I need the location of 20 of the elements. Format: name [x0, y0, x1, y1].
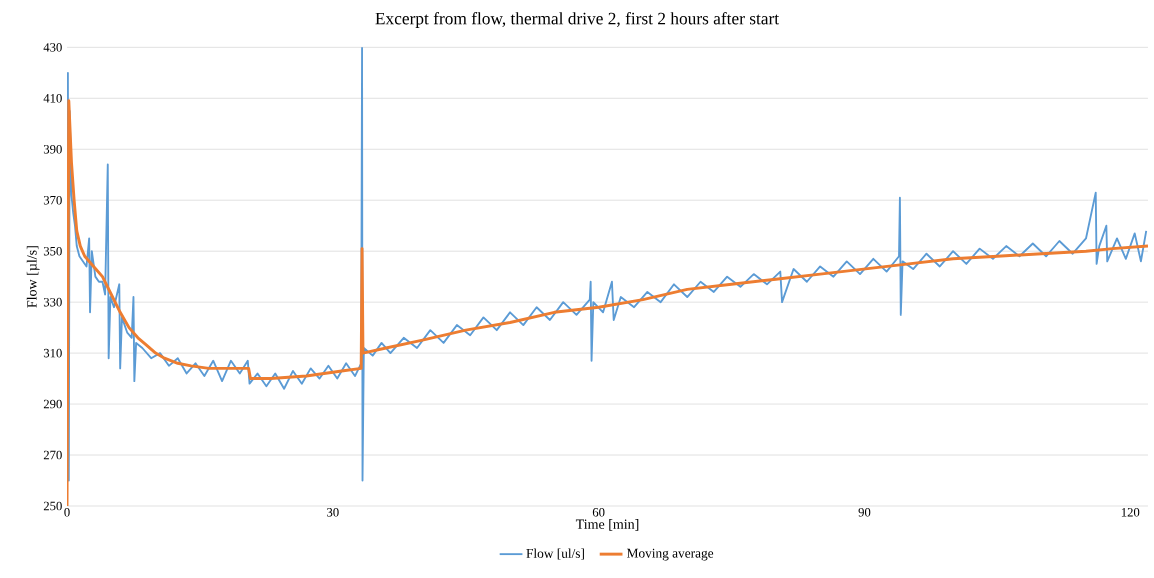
- y-tick-label: 310: [43, 348, 62, 358]
- x-tick-label: 60: [592, 508, 605, 517]
- y-tick-label: 390: [43, 144, 62, 154]
- x-tick-label: 0: [64, 508, 70, 517]
- y-axis-title: Flow [µl/s]: [26, 246, 40, 308]
- y-tick-label: 330: [43, 297, 62, 307]
- y-tick-label: 350: [43, 246, 62, 256]
- y-tick-label: 430: [43, 43, 62, 52]
- x-tick-label: 120: [1121, 508, 1140, 517]
- y-tick-label: 410: [43, 94, 62, 103]
- y-tick-label: 290: [43, 399, 62, 409]
- x-axis-title: Time [min]: [575, 519, 639, 531]
- x-tick-label: 90: [858, 508, 871, 517]
- legend-label: Moving average: [626, 548, 714, 561]
- chart-title: Excerpt from flow, thermal drive 2, first 2 hours after start: [375, 12, 779, 28]
- y-tick-label: 370: [43, 195, 62, 205]
- x-tick-label: 30: [327, 508, 339, 517]
- legend-label: Flow [ul/s]: [526, 548, 584, 560]
- y-tick-label: 270: [43, 450, 62, 460]
- y-tick-label: 250: [43, 501, 62, 511]
